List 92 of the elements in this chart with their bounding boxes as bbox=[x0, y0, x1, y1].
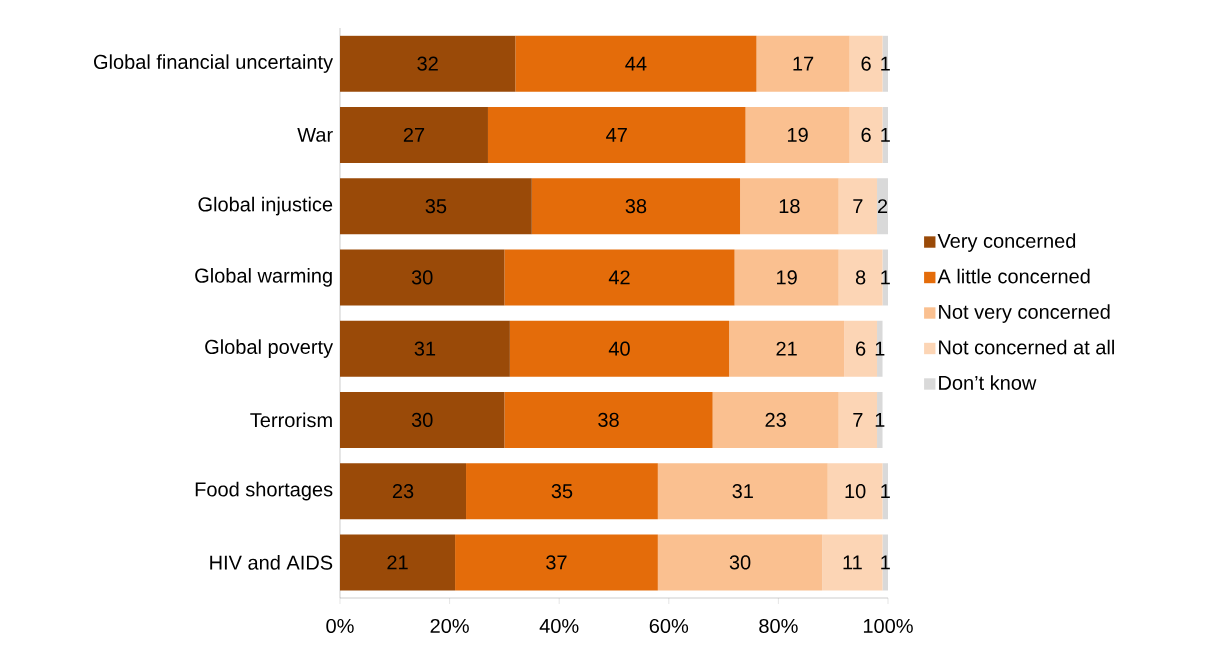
data-label: 1 bbox=[881, 484, 890, 498]
y-tick-label: HIV and AIDS bbox=[210, 555, 333, 570]
data-label: 11 bbox=[843, 555, 862, 570]
data-label: 31 bbox=[732, 484, 753, 499]
bar bbox=[504, 391, 713, 448]
data-label: 30 bbox=[411, 412, 433, 427]
bar bbox=[838, 178, 878, 235]
data-label: 17 bbox=[793, 56, 814, 71]
bar bbox=[531, 178, 741, 235]
bar bbox=[340, 320, 510, 377]
bar bbox=[657, 463, 828, 520]
bar bbox=[657, 534, 823, 591]
y-tick-label: War bbox=[297, 127, 333, 142]
bar bbox=[340, 391, 505, 448]
x-tick-label: 0% bbox=[326, 618, 354, 634]
data-label: 6 bbox=[856, 341, 866, 356]
data-label: 47 bbox=[606, 128, 627, 142]
data-label: 1 bbox=[881, 128, 890, 142]
data-label: 35 bbox=[551, 484, 573, 499]
data-label: 1 bbox=[875, 413, 885, 427]
data-label: 38 bbox=[598, 412, 619, 427]
data-label: 44 bbox=[625, 56, 647, 71]
bar bbox=[734, 249, 839, 306]
bar bbox=[504, 249, 735, 306]
bar bbox=[740, 178, 839, 235]
bar bbox=[729, 320, 845, 377]
data-label: 7 bbox=[853, 199, 863, 213]
data-label: 37 bbox=[546, 555, 567, 570]
bar bbox=[877, 391, 883, 448]
data-label: 10 bbox=[845, 484, 866, 499]
data-label: 30 bbox=[411, 270, 433, 285]
bar bbox=[822, 534, 883, 591]
bar bbox=[340, 35, 516, 92]
legend-label: A little concerned bbox=[937, 268, 1090, 284]
data-label: 40 bbox=[608, 341, 630, 356]
x-tick-label: 100% bbox=[863, 618, 913, 634]
bar bbox=[849, 35, 883, 92]
data-label: 1 bbox=[881, 56, 890, 71]
bar bbox=[712, 391, 839, 448]
bar bbox=[756, 35, 850, 92]
data-label: 21 bbox=[776, 341, 797, 356]
data-label: 30 bbox=[729, 555, 751, 570]
bar bbox=[509, 320, 730, 377]
y-tick-label: Food shortages bbox=[195, 481, 333, 501]
data-label: 7 bbox=[853, 413, 863, 427]
y-tick-label: Global warming bbox=[195, 268, 332, 287]
data-label: 23 bbox=[392, 484, 414, 499]
bar bbox=[340, 178, 532, 235]
bar bbox=[877, 178, 888, 235]
data-label: 42 bbox=[608, 270, 630, 285]
legend-label: Very concerned bbox=[937, 233, 1076, 252]
legend-label: Not concerned at all bbox=[939, 339, 1114, 355]
data-label: 21 bbox=[387, 555, 408, 570]
bar bbox=[515, 35, 757, 92]
data-label: 8 bbox=[855, 270, 866, 285]
bar bbox=[340, 463, 467, 520]
legend-label: Not very concerned bbox=[939, 304, 1110, 323]
data-label: 19 bbox=[777, 270, 797, 285]
bar bbox=[340, 106, 488, 163]
data-label: 6 bbox=[861, 56, 871, 71]
data-label: 1 bbox=[881, 555, 890, 570]
data-label: 38 bbox=[625, 199, 647, 214]
bar bbox=[877, 320, 883, 377]
data-label: 32 bbox=[417, 56, 438, 71]
data-label: 19 bbox=[787, 127, 808, 142]
y-tick-label: Global poverty bbox=[205, 339, 334, 358]
bar bbox=[340, 534, 456, 591]
data-label: 18 bbox=[779, 199, 800, 214]
data-label: 1 bbox=[881, 270, 890, 285]
data-label: 6 bbox=[861, 127, 871, 142]
bar bbox=[745, 106, 850, 163]
x-tick-label: 80% bbox=[759, 618, 798, 634]
legend-label: Don’t know bbox=[939, 375, 1037, 390]
bar bbox=[455, 534, 658, 591]
bar bbox=[838, 249, 883, 306]
data-label: 35 bbox=[425, 199, 447, 214]
data-label: 27 bbox=[403, 127, 425, 142]
x-tick-label: 60% bbox=[649, 618, 689, 634]
x-tick-label: 20% bbox=[430, 618, 469, 634]
bar bbox=[466, 463, 658, 520]
x-tick-label: 40% bbox=[539, 618, 579, 634]
y-tick-label: Terrorism bbox=[250, 412, 332, 428]
bar bbox=[487, 106, 746, 163]
data-label: 23 bbox=[765, 412, 786, 427]
y-tick-label: Global injustice bbox=[198, 196, 333, 216]
y-tick-label: Global financial uncertainty bbox=[94, 54, 334, 73]
bar bbox=[827, 463, 883, 520]
bar bbox=[849, 106, 883, 163]
data-label: 1 bbox=[875, 341, 885, 356]
bar bbox=[340, 249, 505, 306]
data-label: 31 bbox=[414, 341, 436, 356]
data-label: 2 bbox=[877, 199, 888, 214]
